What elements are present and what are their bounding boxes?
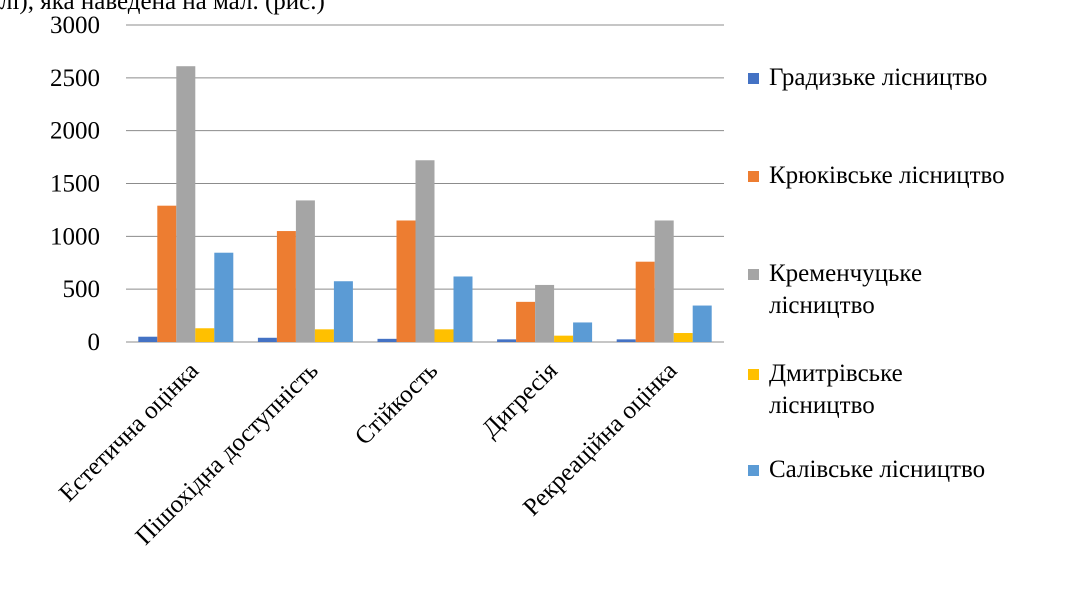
legend-swatch xyxy=(748,465,759,476)
legend-label: Градизьке лісництво xyxy=(769,64,988,91)
bar xyxy=(434,329,454,342)
bars xyxy=(138,66,712,343)
cropped-caption: лі), яка наведена на мал. (рис.) xyxy=(0,0,325,15)
legend-swatch xyxy=(748,369,759,380)
bar xyxy=(195,328,215,342)
bar xyxy=(377,338,397,342)
y-tick-label: 1500 xyxy=(50,171,100,198)
bar xyxy=(295,200,315,342)
bar xyxy=(516,301,536,342)
bar xyxy=(157,205,177,342)
y-tick-label: 2500 xyxy=(50,65,100,92)
bar xyxy=(616,339,636,342)
legend-swatch xyxy=(748,269,759,280)
y-tick-label: 500 xyxy=(63,276,101,303)
bar xyxy=(314,329,334,342)
bar xyxy=(276,231,296,342)
legend-label: Салівське лісництво xyxy=(769,456,986,483)
legend-label: Крюківське лісництво xyxy=(769,162,1005,189)
legend-item: Градизьке лісництво xyxy=(748,62,987,94)
bar xyxy=(497,339,517,342)
bar xyxy=(535,284,555,342)
y-tick-label: 2000 xyxy=(50,118,100,145)
bar xyxy=(138,336,158,342)
bar xyxy=(673,333,693,342)
bar xyxy=(635,261,655,342)
y-tick-label: 3000 xyxy=(50,12,100,39)
legend-item: Дмитрівське лісництво xyxy=(748,358,949,422)
legend-item: Крюківське лісництво xyxy=(748,160,1005,192)
legend-label: Кременчуцьке лісництво xyxy=(769,260,923,319)
x-category-label: Дигресія xyxy=(477,357,563,443)
y-tick-label: 0 xyxy=(88,329,101,356)
bar xyxy=(415,160,435,342)
y-tick-label: 1000 xyxy=(50,223,100,250)
bar xyxy=(396,220,416,342)
legend-swatch xyxy=(748,171,759,182)
bar xyxy=(692,305,712,342)
bar xyxy=(554,335,574,342)
x-category-label: Стійкость xyxy=(350,357,443,450)
y-axis: 0 500 1000 1500 2000 2500 3000 xyxy=(50,12,100,356)
legend-item: Кременчуцьке лісництво xyxy=(748,258,969,322)
bar xyxy=(333,281,353,342)
bar xyxy=(214,252,234,342)
bar xyxy=(453,276,473,342)
bar xyxy=(257,337,277,342)
bar xyxy=(176,66,196,343)
legend-label: Дмитрівське лісництво xyxy=(769,360,903,419)
legend-swatch xyxy=(748,73,759,84)
legend-item: Салівське лісництво xyxy=(748,454,985,486)
bar xyxy=(573,322,593,342)
bar-chart: 0 500 1000 1500 2000 2500 3000 Естетична оцінк… xyxy=(50,12,724,551)
bar xyxy=(654,220,674,342)
